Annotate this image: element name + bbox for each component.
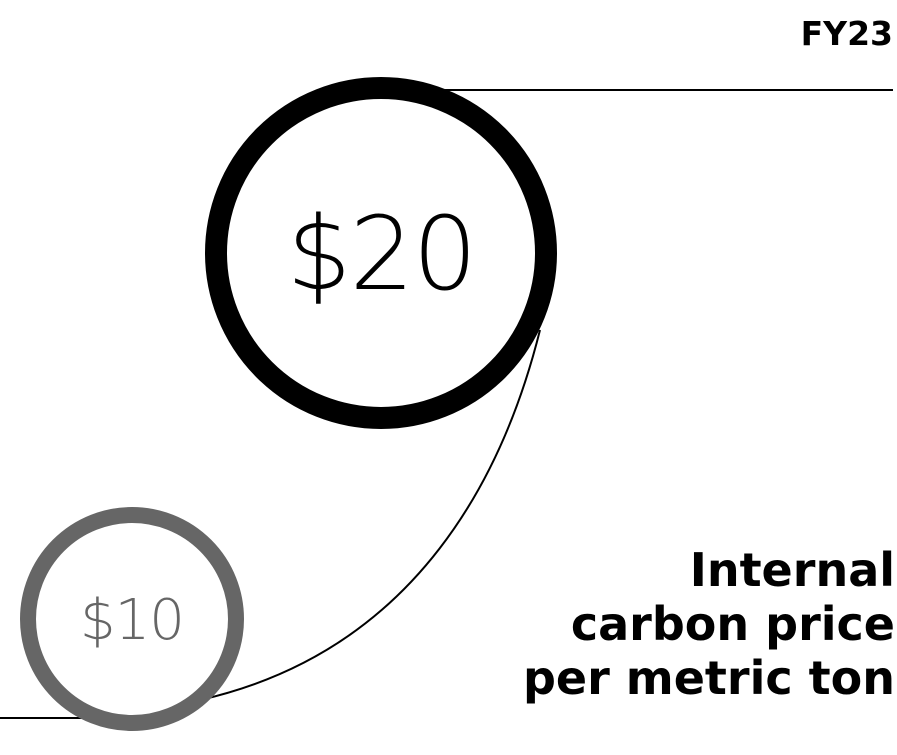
current-price-value: $20	[286, 194, 478, 314]
fiscal-year-label: FY23	[800, 14, 893, 53]
previous-price-value: $10	[80, 587, 185, 653]
caption-line-1: Internal	[689, 543, 895, 597]
connector-arc	[199, 329, 541, 701]
caption-line-3: per metric ton	[522, 651, 895, 705]
caption: Internal carbon price per metric ton	[455, 543, 895, 705]
caption-line-2: carbon price	[570, 597, 895, 651]
previous-price-circle	[20, 507, 244, 731]
current-price-circle	[205, 77, 557, 429]
